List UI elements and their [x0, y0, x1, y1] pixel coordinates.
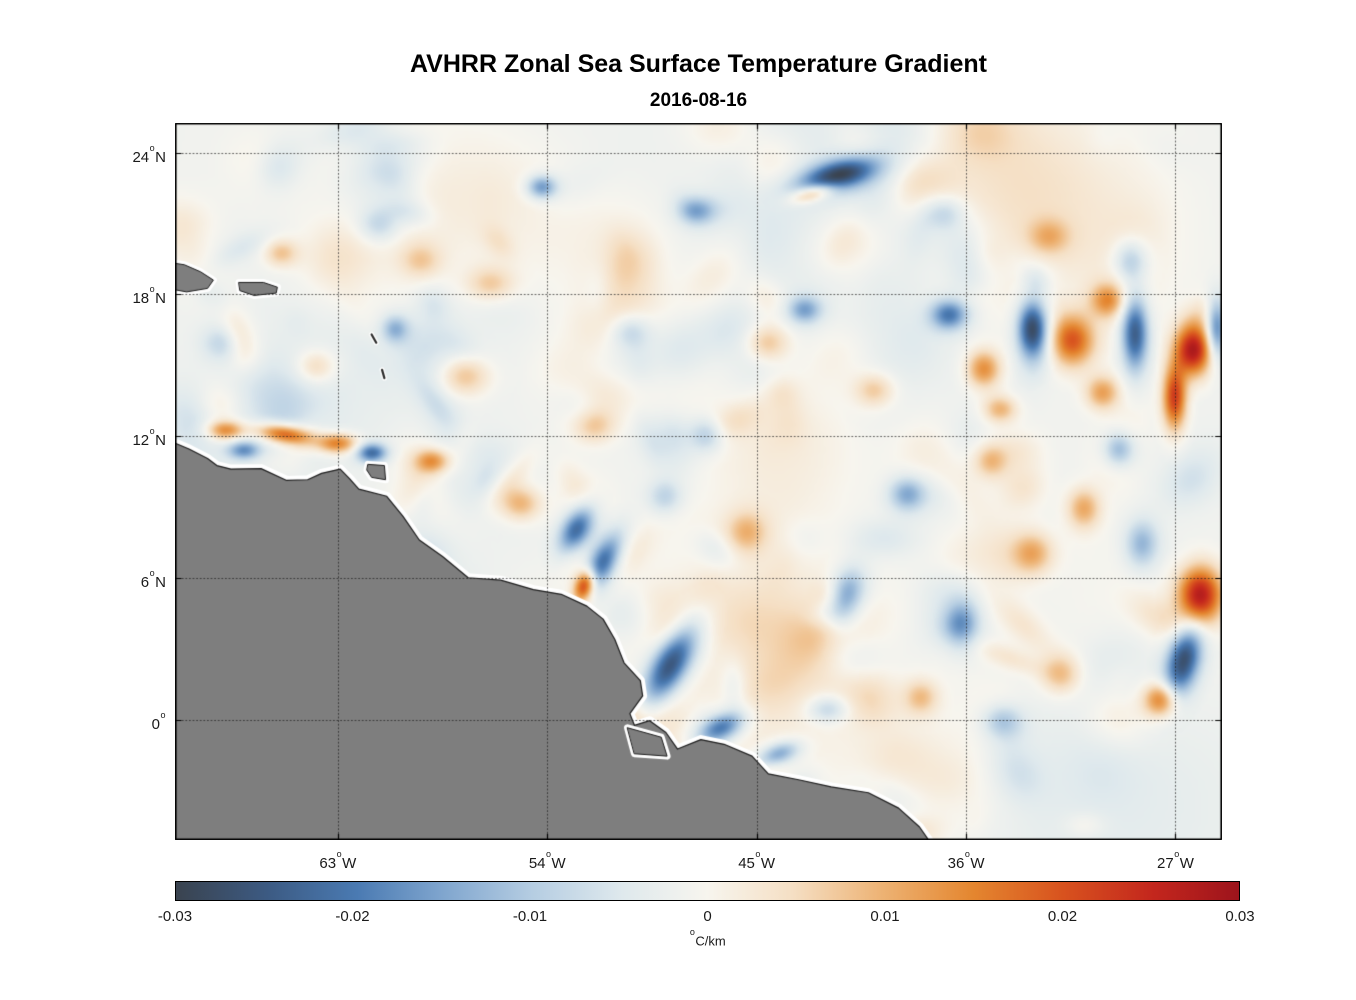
- colorbar-tick-0.03: 0.03: [1225, 908, 1255, 925]
- sst-gradient-heatmap-canvas: [175, 123, 1222, 840]
- map-plot: 24oN 18oN 12oN 6oN 0o 63oW 54oW 45oW 36oW 27oW: [132, 123, 1222, 872]
- colorbar-unit-label: oC/km: [689, 927, 726, 949]
- colorbar-tick--0.03: -0.03: [157, 908, 193, 925]
- chart-title: AVHRR Zonal Sea Surface Temperature Grad…: [409, 50, 987, 78]
- colorbar-gradient: [175, 881, 1240, 901]
- colorbar-tick-0.02: 0.02: [1047, 908, 1078, 925]
- x-axis-tick-36W: 36oW: [947, 849, 985, 872]
- x-axis-tick-63W: 63oW: [319, 849, 357, 872]
- colorbar-tick--0.02: -0.02: [335, 908, 370, 925]
- y-axis-tick-12N: 12oN: [132, 426, 166, 450]
- unit-degree-superscript: o: [689, 927, 695, 937]
- chart-subtitle: 2016-08-16: [649, 90, 748, 111]
- colorbar-tick-0: 0: [703, 908, 712, 925]
- x-axis-tick-27W: 27oW: [1157, 849, 1194, 872]
- y-axis-tick-0: 0o: [151, 709, 166, 733]
- colorbar: -0.03 -0.02 -0.01 0 0.01 0.02 0.03 oC/km: [158, 881, 1255, 961]
- unit-text: C/km: [695, 933, 726, 949]
- colorbar-tick-0.01: 0.01: [870, 908, 900, 925]
- x-axis-tick-54W: 54oW: [528, 849, 566, 872]
- y-axis-tick-6N: 6oN: [140, 567, 166, 591]
- y-axis-tick-24N: 24oN: [132, 142, 166, 166]
- x-axis-tick-45W: 45oW: [738, 849, 776, 872]
- colorbar-tick--0.01: -0.01: [512, 908, 548, 925]
- y-axis-tick-18N: 18oN: [132, 284, 166, 308]
